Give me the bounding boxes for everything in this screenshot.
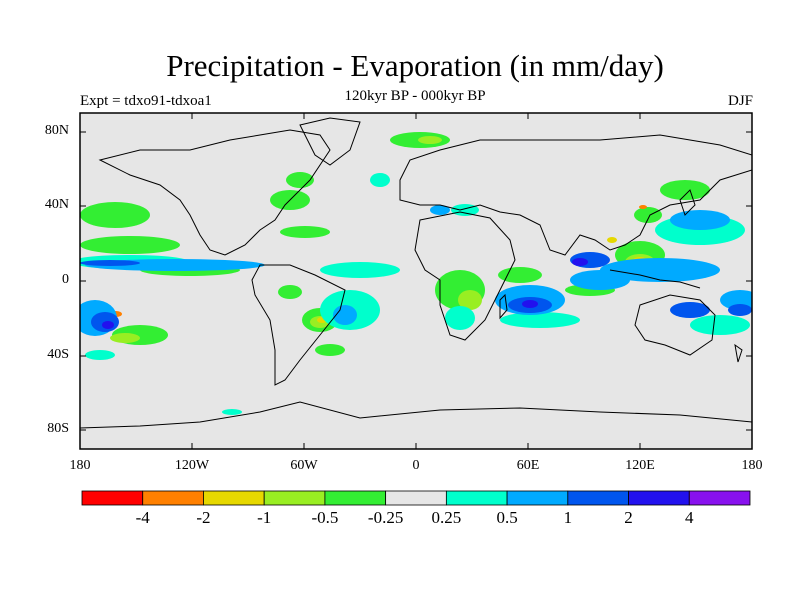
lon-label-120w: 120W (174, 458, 210, 473)
colorbar-swatch (203, 490, 265, 506)
colorbar-tick-label: -4 (135, 508, 150, 527)
colorbar-swatch (506, 490, 569, 506)
colorbar-tick-label: 0.25 (431, 508, 462, 527)
colorbar-swatch (263, 490, 326, 506)
lat-label-0: 0 (62, 272, 69, 287)
lat-label-80n: 80N (44, 123, 69, 138)
map-subtitle: 120kyr BP - 000kyr BP (344, 88, 486, 104)
lon-label-60e: 60E (516, 458, 540, 473)
colorbar-swatch (324, 490, 387, 506)
colorbar-swatch (81, 490, 144, 506)
axis-ticks (80, 113, 752, 449)
colorbar-swatch (628, 490, 690, 506)
lon-label-180e: 180 (741, 458, 763, 473)
coastlines (80, 117, 752, 429)
colorbar-swatch (688, 490, 751, 506)
colorbar-tick-label: 0.5 (496, 508, 518, 527)
lat-label-40s: 40S (47, 347, 69, 362)
colorbar-swatch (445, 490, 508, 506)
blue-patches (80, 252, 752, 332)
season-label: DJF (727, 93, 753, 109)
colorbar-tick-label: 4 (685, 508, 694, 527)
colorbar-tick-label: 1 (563, 508, 573, 527)
lon-label-0: 0 (412, 458, 420, 473)
colorbar-tick-label: -1 (257, 508, 272, 527)
colorbar-swatch (567, 490, 629, 506)
colorbar-swatch (385, 490, 447, 506)
lon-label-120e: 120E (625, 458, 655, 473)
experiment-label: Expt = tdxo91-tdxoa1 (80, 93, 212, 109)
lat-label-40n: 40N (44, 197, 69, 212)
colorbar-tick-label: -0.5 (311, 508, 339, 527)
darkblue-patches (102, 258, 588, 329)
colorbar-swatch (142, 490, 204, 506)
lon-label-180w: 180 (69, 458, 91, 473)
map-title: Precipitation - Evaporation (in mm/day) (166, 48, 664, 83)
lat-label-80s: 80S (47, 421, 69, 436)
colorbar-tick-label: 2 (624, 508, 633, 527)
colorbar-tick-label: -2 (196, 508, 211, 527)
anomaly-fields (80, 132, 752, 415)
colorbar-tick-label: -0.25 (367, 508, 404, 527)
lon-label-60w: 60W (290, 458, 318, 473)
colorbar (81, 490, 751, 506)
